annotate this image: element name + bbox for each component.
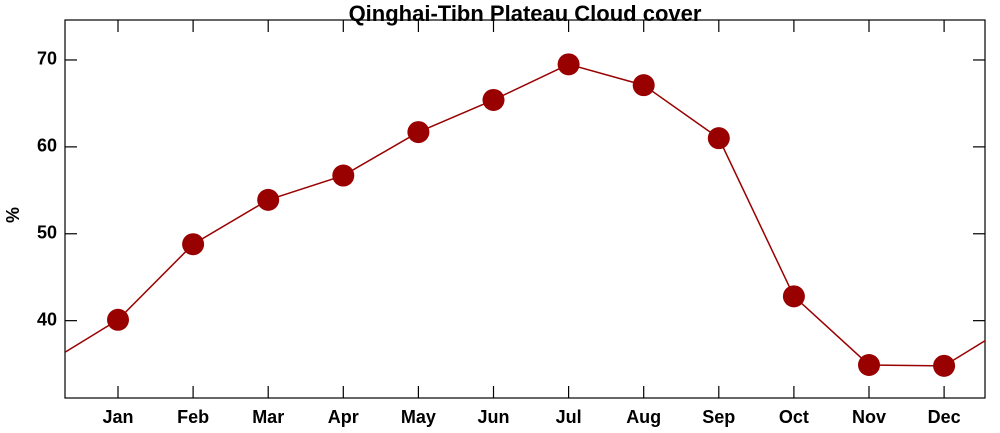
marker xyxy=(557,53,580,76)
marker xyxy=(257,188,280,211)
wrap-segment xyxy=(943,339,985,367)
x-tick-label: Sep xyxy=(702,407,735,427)
y-tick-label: 40 xyxy=(37,309,57,329)
marker xyxy=(482,88,505,111)
y-tick-label: 70 xyxy=(37,49,57,69)
x-tick-label: Feb xyxy=(177,407,209,427)
marker xyxy=(407,121,430,144)
x-tick-label: Jun xyxy=(477,407,509,427)
plot-frame xyxy=(64,19,986,399)
line xyxy=(117,63,945,367)
x-tick-label: Aug xyxy=(626,407,661,427)
chart-title: Qinghai-Tibn Plateau Cloud cover xyxy=(349,1,702,26)
marker xyxy=(707,127,730,150)
y-tick-label: 50 xyxy=(37,223,57,243)
marker xyxy=(182,233,205,256)
marker xyxy=(107,308,129,331)
x-tick-label: Dec xyxy=(928,407,961,427)
x-tick-label: Oct xyxy=(779,407,809,427)
y-tick-label: 60 xyxy=(37,136,57,156)
marker xyxy=(332,164,355,187)
x-tick-label: May xyxy=(401,407,436,427)
marker xyxy=(632,74,655,97)
x-tick-label: Nov xyxy=(852,407,886,427)
marker xyxy=(933,354,956,377)
y-axis-label: % xyxy=(3,207,23,223)
series xyxy=(65,63,985,367)
x-tick-label: Apr xyxy=(328,407,359,427)
wrap-segment xyxy=(65,319,119,354)
x-tick-label: Mar xyxy=(252,407,284,427)
marker xyxy=(858,353,880,376)
x-tick-label: Jul xyxy=(556,407,582,427)
x-tick-label: Jan xyxy=(102,407,133,427)
marker xyxy=(782,285,805,308)
